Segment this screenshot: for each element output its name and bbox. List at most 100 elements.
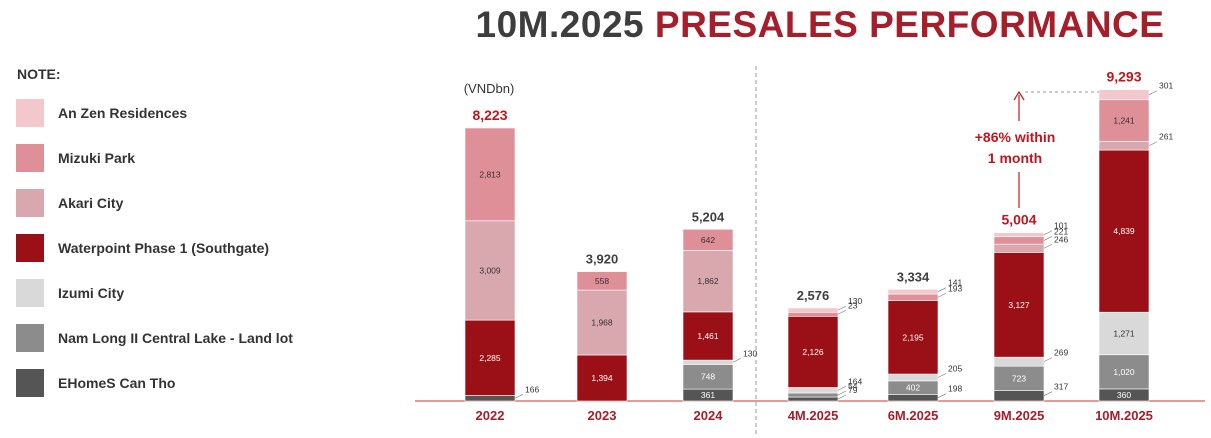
segment-label: 748 (701, 372, 715, 382)
segment-label: 723 (1012, 373, 1026, 383)
leader-line (1043, 357, 1053, 362)
segment-label: 1,394 (591, 373, 613, 383)
segment-label: 101 (1054, 221, 1068, 231)
segment-label: 317 (1054, 382, 1068, 392)
segment-label: 269 (1054, 348, 1068, 358)
bar-segment (464, 220, 516, 321)
bar-total-label: 3,920 (586, 252, 619, 267)
legend-item-akari: Akari City (16, 180, 316, 225)
bar-segment (887, 289, 939, 295)
title-period: 10M.2025 (475, 4, 645, 45)
category-label: 2023 (588, 408, 617, 423)
category-label: 10M.2025 (1095, 408, 1153, 423)
segment-label: 54 (848, 381, 858, 391)
title-main: PRESALES PERFORMANCE (654, 4, 1165, 45)
bar-segment (787, 311, 839, 317)
legend-label: Nam Long II Central Lake - Land lot (58, 329, 293, 346)
legend-label: An Zen Residences (58, 104, 188, 121)
legend-swatch (16, 278, 44, 307)
bar-segment (887, 300, 939, 375)
segment-label: 164 (848, 376, 862, 386)
bar-segment (464, 127, 516, 222)
segment-label: 130 (848, 296, 862, 306)
growth-annotation-line1: +86% within (975, 129, 1056, 145)
bar-segment (787, 392, 839, 398)
legend-swatch (16, 98, 44, 127)
bar-segment (464, 395, 516, 402)
segment-label: 558 (595, 276, 609, 286)
bar-segment (576, 354, 628, 402)
bar-total-label: 8,223 (472, 107, 507, 123)
bar-segment (993, 232, 1045, 238)
bar-segment (887, 394, 939, 402)
leader-line (837, 385, 847, 391)
segment-label: 360 (1117, 390, 1131, 400)
leader-line (937, 393, 947, 398)
leader-line (837, 310, 847, 315)
bar-segment (1098, 311, 1150, 356)
bar-segment (576, 271, 628, 291)
legend-label: Waterpoint Phase 1 (Southgate) (58, 239, 270, 256)
segment-label: 301 (1159, 81, 1173, 91)
bar-segment (1098, 89, 1150, 101)
legend-swatch (16, 188, 44, 217)
bar-segment (993, 252, 1045, 358)
legend-heading: NOTE: (17, 66, 61, 82)
segment-label: 246 (1054, 234, 1068, 244)
bar-segment (993, 356, 1045, 367)
bar-segment (682, 311, 734, 361)
bar-segment (887, 293, 939, 301)
bar-segment (993, 243, 1045, 253)
leader-line (1043, 230, 1053, 236)
bar-segment (993, 390, 1045, 402)
segment-label: 1,241 (1113, 116, 1135, 126)
segment-label: 79 (848, 385, 858, 395)
category-label: 2022 (476, 408, 505, 423)
leader-line (837, 390, 847, 396)
bar-total-label: 5,204 (692, 209, 725, 224)
segment-label: 261 (1159, 132, 1173, 142)
segment-label: 221 (1054, 226, 1068, 236)
category-label: 6M.2025 (888, 408, 939, 423)
category-label: 9M.2025 (994, 408, 1045, 423)
bar-segment (787, 396, 839, 402)
leader-line (1148, 141, 1158, 146)
leader-line (837, 394, 847, 400)
leader-line (937, 287, 947, 292)
bar-segment (1098, 149, 1150, 313)
leader-line (1043, 236, 1053, 241)
bar-total-label: 9,293 (1106, 69, 1141, 85)
bar-segment (787, 387, 839, 394)
segment-label: 2,813 (479, 169, 501, 179)
bar-segment (1098, 99, 1150, 142)
legend-item-ehomes: EHomeS Can Tho (16, 360, 316, 405)
legend-item-an-zen: An Zen Residences (16, 90, 316, 135)
segment-label: 1,020 (1113, 367, 1135, 377)
bar-segment (464, 319, 516, 396)
bar-segment (682, 364, 734, 390)
segment-label: 1,461 (697, 331, 719, 341)
segment-label: 2,285 (479, 353, 501, 363)
bar-segment (682, 359, 734, 365)
bar-segment (787, 315, 839, 388)
segment-label: 23 (848, 300, 858, 310)
legend-item-waterpoint: Waterpoint Phase 1 (Southgate) (16, 225, 316, 270)
segment-label: 2,126 (802, 347, 824, 357)
bar-segment (576, 289, 628, 356)
bar-segment (682, 250, 734, 313)
legend-item-nam-long: Nam Long II Central Lake - Land lot (16, 315, 316, 360)
bar-total-label: 5,004 (1001, 212, 1036, 228)
segment-label: 141 (948, 278, 962, 288)
segment-label: 1,271 (1113, 328, 1135, 338)
segment-label: 2,195 (902, 332, 924, 342)
category-label: 2024 (694, 408, 724, 423)
legend-swatch (16, 233, 44, 262)
leader-line (837, 305, 847, 311)
bar-segment (787, 307, 839, 313)
bar-segment (682, 228, 734, 251)
legend-item-mizuki: Mizuki Park (16, 135, 316, 180)
segment-label: 361 (701, 390, 715, 400)
leader-line (732, 357, 742, 363)
leader-line (1148, 90, 1158, 95)
